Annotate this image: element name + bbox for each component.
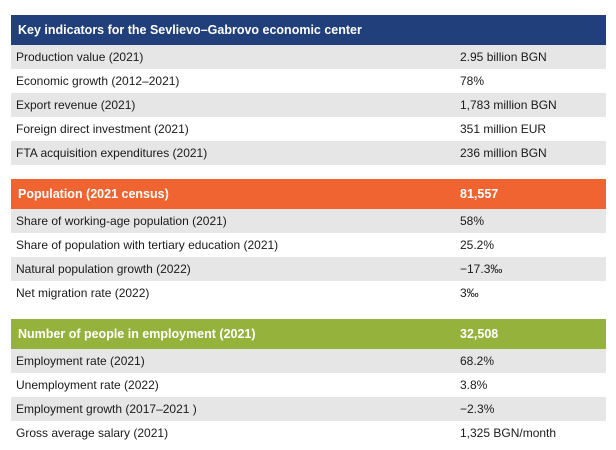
table-row: Gross average salary (2021) 1,325 BGN/mo… [11, 421, 606, 445]
row-value: 351 million EUR [460, 122, 547, 136]
table-row: Share of working-age population (2021) 5… [11, 209, 606, 233]
section-header: Number of people in employment (2021) 32… [11, 319, 606, 349]
section-header: Population (2021 census) 81,557 [11, 179, 606, 209]
row-value: 68.2% [460, 354, 495, 368]
row-label: Unemployment rate (2022) [16, 378, 159, 392]
table-row: Export revenue (2021) 1,783 million BGN [11, 93, 606, 117]
row-value: 25.2% [460, 238, 495, 252]
row-label: Economic growth (2012–2021) [16, 74, 180, 88]
row-label: Share of population with tertiary educat… [16, 238, 279, 252]
section-population: Population (2021 census) 81,557 Share of… [11, 179, 606, 305]
table-row: Foreign direct investment (2021) 351 mil… [11, 117, 606, 141]
section-employment: Number of people in employment (2021) 32… [11, 319, 606, 445]
section-spacer [11, 305, 606, 319]
section-spacer [11, 165, 606, 179]
header-label: Number of people in employment (2021) [18, 327, 256, 341]
table-row: FTA acquisition expenditures (2021) 236 … [11, 141, 606, 165]
row-value: 3.8% [460, 378, 488, 392]
row-value: 236 million BGN [460, 146, 547, 160]
row-value: 58% [460, 214, 485, 228]
section-header: Key indicators for the Sevlievo–Gabrovo … [11, 15, 606, 45]
row-value: 1,325 BGN/month [460, 426, 557, 440]
table-row: Employment rate (2021) 68.2% [11, 349, 606, 373]
row-value: 3‰ [460, 286, 479, 300]
table-row: Economic growth (2012–2021) 78% [11, 69, 606, 93]
row-value: 2.95 billion BGN [460, 50, 547, 64]
row-label: Production value (2021) [16, 50, 144, 64]
table-row: Production value (2021) 2.95 billion BGN [11, 45, 606, 69]
row-label: Natural population growth (2022) [16, 262, 191, 276]
row-label: Gross average salary (2021) [16, 426, 169, 440]
table-row: Share of population with tertiary educat… [11, 233, 606, 257]
row-label: Share of working-age population (2021) [16, 214, 227, 228]
row-value: 78% [460, 74, 485, 88]
table-row: Unemployment rate (2022) 3.8% [11, 373, 606, 397]
row-label: Net migration rate (2022) [16, 286, 150, 300]
table-row: Natural population growth (2022) −17.3‰ [11, 257, 606, 281]
header-label: Population (2021 census) [18, 187, 169, 201]
row-value: −17.3‰ [460, 262, 503, 276]
row-label: Export revenue (2021) [16, 98, 136, 112]
row-label: FTA acquisition expenditures (2021) [16, 146, 208, 160]
header-value: 32,508 [460, 327, 499, 341]
row-label: Foreign direct investment (2021) [16, 122, 189, 136]
row-value: 1,783 million BGN [460, 98, 557, 112]
indicators-table: Key indicators for the Sevlievo–Gabrovo … [11, 15, 606, 445]
header-value: 81,557 [460, 187, 499, 201]
header-label: Key indicators for the Sevlievo–Gabrovo … [18, 23, 362, 37]
row-value: −2.3% [460, 402, 495, 416]
section-key-indicators: Key indicators for the Sevlievo–Gabrovo … [11, 15, 606, 165]
row-label: Employment rate (2021) [16, 354, 145, 368]
row-label: Employment growth (2017–2021 ) [16, 402, 197, 416]
table-row: Net migration rate (2022) 3‰ [11, 281, 606, 305]
table-row: Employment growth (2017–2021 ) −2.3% [11, 397, 606, 421]
